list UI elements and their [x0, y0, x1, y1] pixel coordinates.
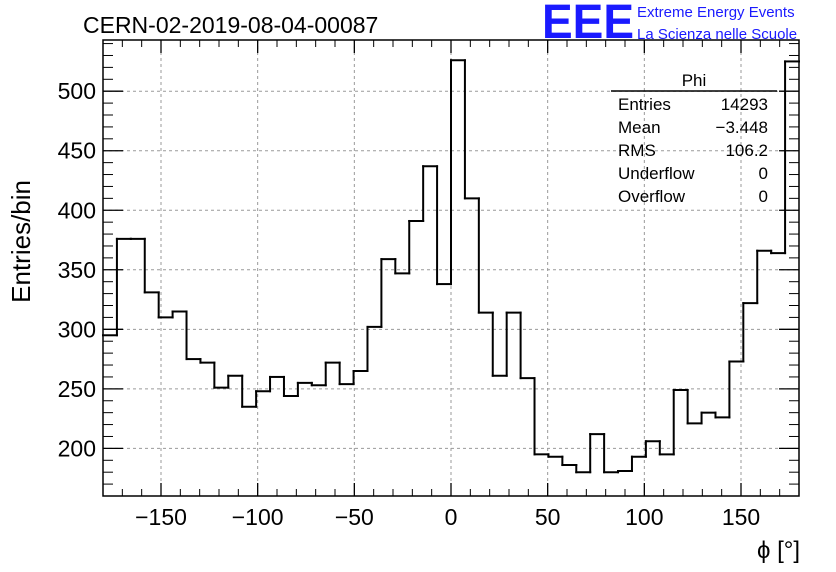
stats-value: 14293: [721, 95, 768, 114]
y-axis: 200 250 300 350 400 450 500: [58, 43, 799, 485]
y-tick-label: 400: [58, 197, 96, 223]
x-tick-label: −100: [232, 504, 284, 530]
x-axis: −150 −100 −50 0 50 100 150: [121, 40, 781, 530]
x-tick-label: 150: [722, 504, 760, 530]
y-tick-label: 350: [58, 257, 96, 283]
stats-value: 106.2: [725, 141, 768, 160]
stats-title: Phi: [682, 71, 707, 90]
stats-value: 0: [759, 164, 768, 183]
stats-box: Phi Entries 14293 Mean −3.448 RMS 106.2 …: [611, 71, 777, 206]
x-tick-label: −150: [135, 504, 187, 530]
x-tick-label: 50: [535, 504, 561, 530]
stats-value: −3.448: [716, 118, 768, 137]
stats-label: Underflow: [618, 164, 695, 183]
y-tick-label: 450: [58, 138, 96, 164]
run-title: CERN-02-2019-08-04-00087: [83, 12, 378, 38]
logo-line-1: Extreme Energy Events: [637, 4, 795, 21]
stats-label: Mean: [618, 118, 661, 137]
x-tick-label: 0: [445, 504, 458, 530]
x-axis-label: ϕ [°]: [757, 537, 800, 564]
x-tick-label: 100: [625, 504, 663, 530]
stats-label: RMS: [618, 141, 656, 160]
stats-label: Entries: [618, 95, 671, 114]
y-axis-label: Entries/bin: [6, 180, 36, 303]
histogram-bars: [102, 59, 800, 474]
y-tick-label: 200: [58, 435, 96, 461]
stats-value: 0: [759, 187, 768, 206]
logo-line-2: La Scienza nelle Scuole: [637, 26, 797, 43]
y-tick-label: 250: [58, 376, 96, 402]
y-tick-label: 300: [58, 316, 96, 342]
x-tick-label: −50: [335, 504, 374, 530]
eee-logo: EEE: [542, 0, 634, 49]
y-tick-label: 500: [58, 78, 96, 104]
stats-label: Overflow: [618, 187, 686, 206]
